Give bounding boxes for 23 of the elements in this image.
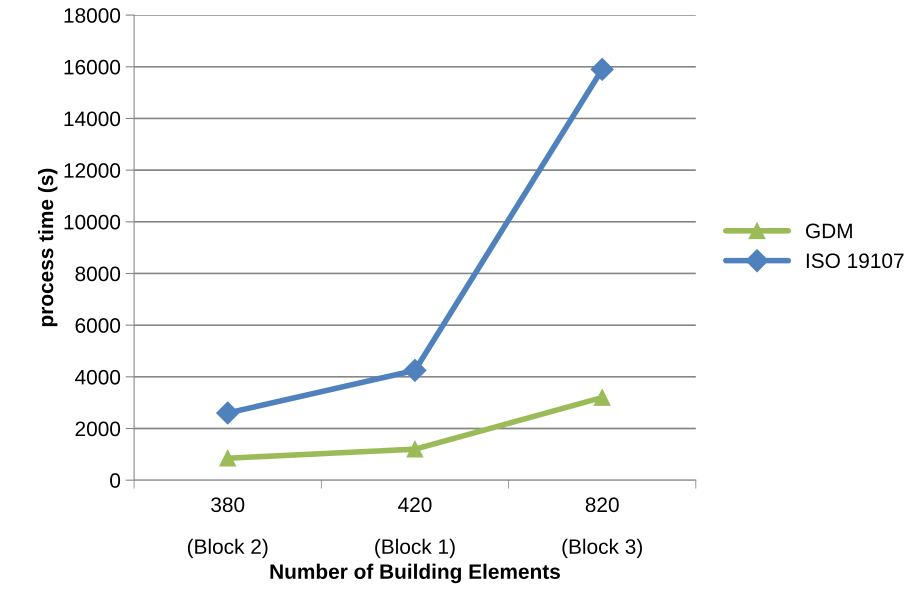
y-tick-label: 10000 <box>64 214 120 230</box>
point <box>219 450 236 467</box>
y-tick-label: 14000 <box>64 111 120 126</box>
point <box>216 402 240 424</box>
y-tick-label: 16000 <box>64 60 120 75</box>
point <box>403 358 426 382</box>
legend-label: ISO 19107 <box>806 253 904 268</box>
category-label: 820 (Block 3) <box>562 497 642 558</box>
point <box>590 58 614 81</box>
y-tick-label: 18000 <box>64 8 120 23</box>
y-tick-label: 2000 <box>76 422 120 436</box>
category-label: 380 (Block 2) <box>188 497 268 558</box>
x-axis-title: Number of Building Elements <box>270 564 560 584</box>
y-tick-label: 12000 <box>64 163 120 178</box>
y-tick-label: 0 <box>110 473 120 488</box>
point <box>406 440 424 458</box>
legend-label: GDM <box>806 224 852 238</box>
y-axis-title: process time (s) <box>38 168 58 326</box>
y-tick-label: 4000 <box>75 370 120 385</box>
category-label: 420 (Block 1) <box>375 497 455 558</box>
y-tick-label: 6000 <box>76 318 120 333</box>
point <box>594 389 611 406</box>
y-tick-label: 8000 <box>75 266 120 282</box>
